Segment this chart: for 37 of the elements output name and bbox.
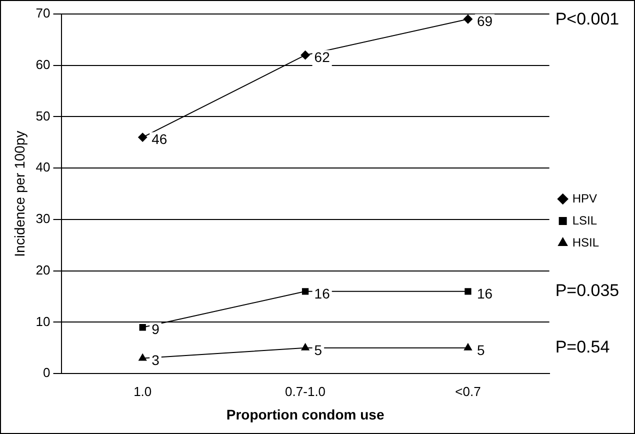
- text: P=0.035: [555, 281, 620, 300]
- point: [300, 50, 310, 60]
- data-label: 9: [152, 321, 160, 338]
- legend-label: HSIL: [572, 235, 600, 250]
- y-tick-label: 10: [36, 314, 50, 329]
- point: [302, 288, 309, 295]
- data-label: 69: [476, 12, 493, 29]
- data-label: 46: [152, 131, 168, 148]
- data-label: 5: [476, 342, 485, 358]
- text: P<0.001: [555, 10, 620, 29]
- y-tick-label: 50: [36, 108, 50, 124]
- point: [464, 288, 472, 295]
- data-label: 16: [314, 285, 330, 302]
- point: [138, 354, 147, 361]
- y-tick-label: 30: [36, 211, 50, 226]
- y-tick-label: 70: [36, 6, 50, 21]
- point: [301, 343, 310, 350]
- point: [138, 132, 148, 142]
- point: [463, 14, 472, 24]
- x-tick-label: <0.7: [455, 384, 481, 399]
- x-tick-label: 1.0: [134, 384, 152, 399]
- x-tick-label: 0.7-1.0: [285, 384, 326, 399]
- x-axis-title: Proportion condom use: [226, 406, 384, 422]
- y-tick-label: 60: [36, 56, 50, 72]
- data-label: 16: [476, 285, 493, 302]
- data-label: 3: [152, 352, 160, 368]
- legend-label: LSIL: [572, 213, 598, 228]
- y-axis-title: Incidence per 100py: [11, 130, 28, 257]
- y-tick-label: 0: [43, 365, 50, 380]
- legend-label: HPV: [572, 191, 598, 206]
- y-tick-label: 40: [36, 160, 50, 175]
- y-tick-label: 20: [36, 262, 50, 278]
- point: [139, 324, 146, 331]
- text: P=0.54: [555, 338, 610, 357]
- point: [464, 343, 472, 350]
- data-label: 62: [314, 48, 330, 65]
- data-label: 5: [314, 342, 322, 358]
